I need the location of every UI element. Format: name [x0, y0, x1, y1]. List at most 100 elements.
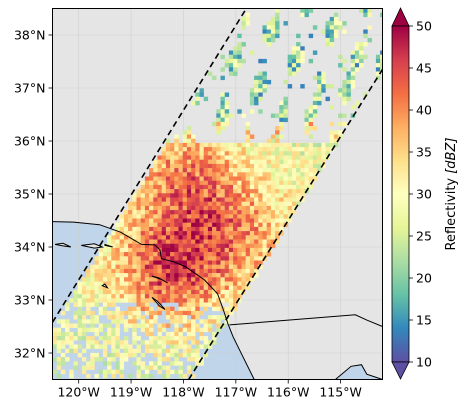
reflectivity-cell [212, 197, 217, 202]
reflectivity-cell [102, 252, 108, 257]
reflectivity-cell [60, 352, 66, 358]
reflectivity-cell [144, 210, 150, 215]
reflectivity-cell [308, 113, 314, 118]
reflectivity-cell [354, 46, 360, 51]
reflectivity-cell [119, 373, 125, 379]
reflectivity-cell [237, 180, 242, 186]
reflectivity-cell [228, 243, 234, 249]
reflectivity-cell [212, 319, 217, 324]
reflectivity-cell [249, 235, 255, 240]
reflectivity-cell [300, 151, 305, 156]
reflectivity-cell [241, 268, 246, 274]
reflectivity-cell [178, 277, 183, 282]
reflectivity-cell [191, 256, 196, 261]
reflectivity-cell [254, 79, 259, 85]
reflectivity-cell [178, 142, 183, 148]
reflectivity-cell [73, 315, 78, 320]
reflectivity-cell [287, 168, 293, 173]
reflectivity-cell [220, 298, 225, 303]
reflectivity-cell [170, 222, 175, 228]
reflectivity-cell [212, 147, 217, 152]
reflectivity-cell [245, 201, 251, 207]
reflectivity-cell [317, 92, 322, 97]
reflectivity-cell [262, 243, 267, 249]
reflectivity-cell [291, 54, 297, 60]
reflectivity-cell [321, 142, 326, 148]
reflectivity-cell [136, 256, 141, 261]
reflectivity-cell [237, 163, 242, 169]
reflectivity-cell [65, 331, 70, 337]
reflectivity-cell [69, 344, 74, 349]
reflectivity-cell [249, 226, 255, 232]
reflectivity-cell [191, 147, 196, 152]
reflectivity-cell [228, 235, 234, 240]
reflectivity-cell [266, 172, 272, 177]
reflectivity-cell [149, 243, 154, 249]
reflectivity-cell [178, 260, 183, 265]
reflectivity-cell [258, 75, 263, 81]
reflectivity-cell [216, 277, 221, 282]
reflectivity-cell [178, 172, 183, 177]
reflectivity-cell [258, 226, 263, 232]
reflectivity-cell [258, 205, 263, 211]
reflectivity-cell [182, 323, 188, 328]
reflectivity-cell [174, 348, 179, 354]
reflectivity-cell [161, 197, 167, 202]
reflectivity-cell [149, 365, 154, 370]
reflectivity-cell [195, 100, 200, 106]
reflectivity-cell [115, 277, 120, 282]
reflectivity-cell [325, 151, 330, 156]
reflectivity-cell [233, 247, 238, 253]
reflectivity-cell [228, 285, 234, 291]
reflectivity-cell [161, 226, 167, 232]
reflectivity-cell [111, 231, 116, 236]
reflectivity-cell [249, 96, 255, 102]
reflectivity-cell [144, 369, 150, 375]
reflectivity-cell [161, 172, 167, 177]
reflectivity-cell [203, 264, 209, 270]
reflectivity-cell [86, 310, 91, 316]
reflectivity-cell [270, 29, 276, 34]
reflectivity-cell [228, 289, 234, 295]
reflectivity-cell [128, 289, 133, 295]
reflectivity-cell [224, 210, 230, 215]
reflectivity-cell [308, 58, 314, 64]
reflectivity-cell [249, 163, 255, 169]
reflectivity-cell [174, 155, 179, 160]
reflectivity-cell [186, 159, 192, 165]
reflectivity-cell [304, 8, 309, 13]
reflectivity-cell [317, 79, 322, 85]
reflectivity-cell [270, 193, 276, 198]
reflectivity-cell [266, 231, 272, 236]
reflectivity-cell [241, 256, 246, 261]
reflectivity-cell [212, 168, 217, 173]
reflectivity-cell [287, 142, 293, 148]
reflectivity-cell [77, 323, 83, 328]
reflectivity-cell [157, 357, 162, 362]
reflectivity-cell [199, 214, 204, 219]
reflectivity-cell [81, 315, 87, 320]
reflectivity-cell [233, 189, 238, 194]
reflectivity-cell [94, 373, 99, 379]
reflectivity-cell [111, 336, 116, 341]
reflectivity-cell [228, 159, 234, 165]
reflectivity-cell [144, 247, 150, 253]
reflectivity-cell [132, 264, 137, 270]
reflectivity-cell [325, 29, 330, 34]
reflectivity-cell [81, 294, 87, 299]
reflectivity-cell [254, 155, 259, 160]
reflectivity-cell [207, 252, 213, 257]
reflectivity-cell [224, 252, 230, 257]
reflectivity-cell [237, 193, 242, 198]
reflectivity-cell [157, 340, 162, 345]
reflectivity-cell [350, 67, 356, 72]
reflectivity-cell [228, 231, 234, 236]
colorbar-gradient [391, 25, 410, 363]
reflectivity-cell [178, 189, 183, 194]
reflectivity-cell [203, 235, 209, 240]
reflectivity-cell [170, 239, 175, 244]
reflectivity-cell [170, 214, 175, 219]
reflectivity-cell [182, 302, 188, 307]
reflectivity-cell [195, 243, 200, 249]
reflectivity-cell [102, 268, 108, 274]
